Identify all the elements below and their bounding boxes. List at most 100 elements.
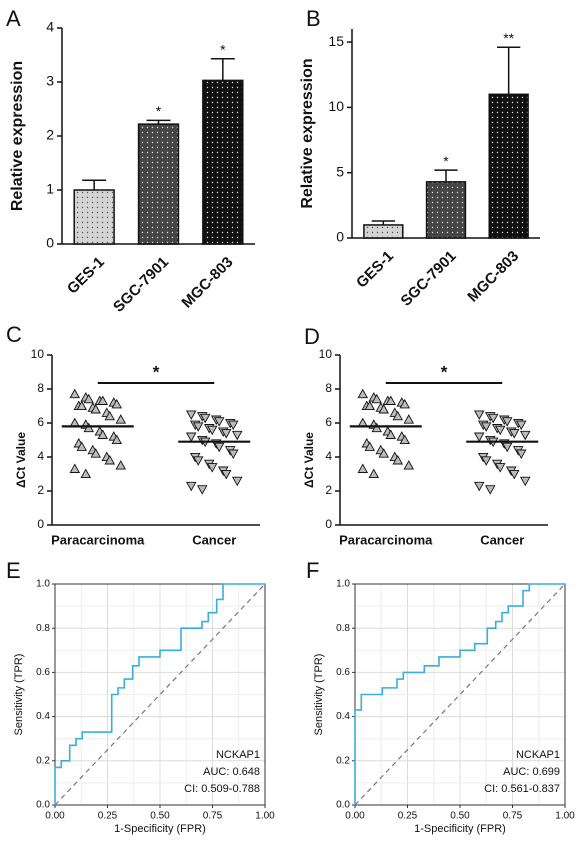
data-point (115, 460, 127, 470)
x-tick-label: SGC-7901 (110, 254, 172, 316)
y-tick-label: 8 (37, 381, 44, 395)
data-point (196, 485, 208, 495)
data-point (487, 413, 499, 424)
data-point (480, 422, 492, 432)
panel-letter: E (6, 558, 21, 583)
data-point (519, 430, 531, 441)
annotation: CI: 0.561-0.837 (484, 783, 560, 795)
x-tick-label: Paracarcinoma (51, 532, 145, 547)
data-point (111, 434, 123, 445)
data-point (115, 414, 127, 424)
y-tick-label: 1.0 (36, 579, 50, 590)
y-tick-label: 8 (325, 381, 332, 395)
reference-diagonal (354, 583, 566, 806)
data-point (357, 463, 369, 473)
annotation: AUC: 0.699 (503, 766, 560, 778)
data-point (385, 395, 397, 405)
y-tick-label: 0 (37, 517, 44, 531)
y-tick-label: 0.6 (336, 667, 350, 678)
data-point (185, 432, 197, 443)
y-tick-label: 10 (31, 347, 45, 361)
data-point (227, 449, 239, 460)
y-axis-label: Relative expression (299, 58, 316, 208)
data-point (508, 429, 520, 439)
data-point (185, 481, 197, 492)
panel-letter: C (6, 322, 22, 347)
annotation: NCKAP1 (216, 749, 260, 761)
data-point (83, 422, 95, 433)
data-point (371, 422, 383, 433)
y-tick-label: 0 (46, 235, 54, 251)
y-tick-label: 0.8 (36, 623, 50, 634)
y-tick-label: 2 (37, 483, 44, 497)
x-tick-label: MGC-803 (464, 248, 522, 306)
data-point (206, 425, 218, 436)
x-tick-label: 0.25 (98, 811, 118, 822)
data-point (515, 420, 527, 431)
data-point (69, 463, 81, 473)
reference-diagonal (54, 583, 266, 806)
y-axis-label: ΔCt Value (302, 432, 316, 488)
y-tick-label: 0.4 (336, 711, 350, 722)
data-point (104, 454, 116, 465)
x-tick-label: 0.75 (203, 811, 223, 822)
panel-letter: F (306, 558, 319, 583)
data-point (192, 422, 204, 432)
y-tick-label: 0.4 (36, 711, 50, 722)
y-tick-label: 4 (37, 449, 44, 463)
data-point (515, 449, 527, 460)
y-tick-label: 3 (46, 73, 54, 89)
data-point (231, 430, 243, 441)
data-point (494, 463, 506, 473)
data-point (392, 410, 404, 421)
data-point (385, 429, 397, 439)
data-point (508, 469, 520, 480)
data-point (473, 481, 485, 492)
significance-label: * (441, 362, 448, 381)
y-tick-label: 6 (325, 415, 332, 429)
data-point (97, 429, 109, 439)
x-axis-label: 1-Specificity (FPR) (114, 823, 206, 835)
x-tick-label: 1.00 (555, 811, 575, 822)
y-tick-label: 15 (328, 33, 344, 49)
bar (73, 189, 115, 245)
data-point (90, 448, 102, 458)
plot-frame (354, 583, 566, 806)
data-point (399, 398, 411, 409)
data-point (357, 388, 369, 399)
data-point (501, 417, 513, 427)
bar (488, 93, 529, 239)
y-tick-label: 4 (46, 19, 54, 35)
data-point (104, 410, 116, 421)
y-tick-label: 1.0 (336, 579, 350, 590)
data-point (76, 441, 88, 451)
data-point (484, 485, 496, 495)
significance-label: * (156, 103, 162, 119)
bar (202, 79, 244, 245)
significance-label: * (443, 153, 449, 169)
y-tick-label: 4 (325, 449, 332, 463)
data-point (206, 463, 218, 473)
data-point (227, 420, 239, 431)
y-axis-label: Relative expression (9, 61, 26, 211)
y-tick-label: 0.0 (336, 800, 350, 811)
x-tick-label: Paracarcinoma (339, 532, 433, 547)
x-tick-label: Cancer (192, 532, 236, 547)
panel-letter: B (306, 6, 321, 31)
bar (137, 123, 180, 245)
significance-label: * (220, 41, 226, 57)
roc-curve (54, 583, 265, 805)
data-point (192, 456, 204, 466)
data-point (480, 456, 492, 466)
data-point (501, 442, 513, 453)
data-point (69, 388, 81, 399)
data-point (473, 410, 485, 420)
x-tick-label: 0.75 (503, 811, 523, 822)
data-point (368, 468, 380, 479)
y-tick-label: 6 (37, 415, 44, 429)
data-point (378, 448, 390, 458)
y-tick-label: 2 (46, 127, 54, 143)
y-tick-label: 5 (336, 163, 344, 179)
